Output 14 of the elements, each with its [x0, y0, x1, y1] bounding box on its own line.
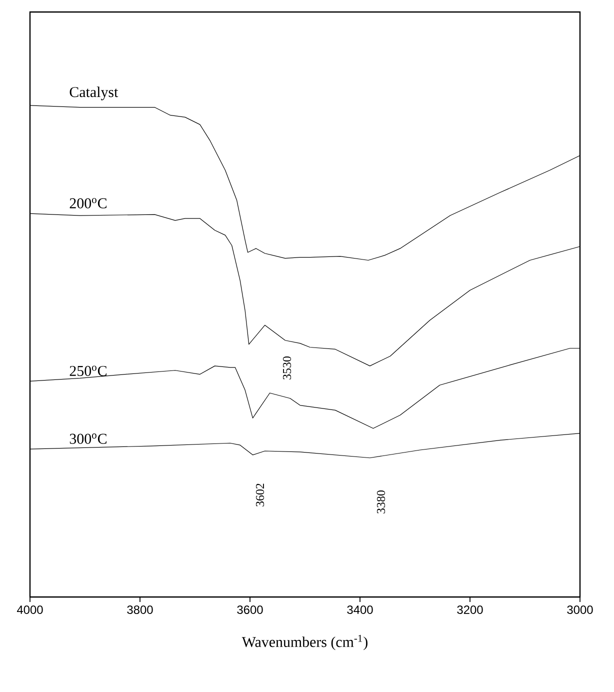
series-label: Catalyst	[70, 86, 118, 100]
x-tick-label: 4000	[16, 606, 43, 614]
x-axis-title: Wavenumbers (cm$^{-1}$)	[242, 634, 368, 650]
series-label: 200$^{o}$C	[70, 198, 106, 208]
x-tick-label: 3400	[347, 606, 373, 614]
series-label: 250$^{o}$C	[70, 366, 106, 376]
series-label: 300$^{o}$C	[70, 434, 106, 444]
annotation: 3530	[282, 356, 292, 380]
annotation: 3380	[376, 490, 386, 514]
x-tick-label: 3600	[237, 606, 263, 614]
x-tick-label: 3200	[457, 606, 483, 614]
x-tick-label: 3000	[567, 606, 593, 614]
x-tick-label: 3800	[127, 606, 153, 614]
annotation: 3602	[256, 484, 264, 506]
